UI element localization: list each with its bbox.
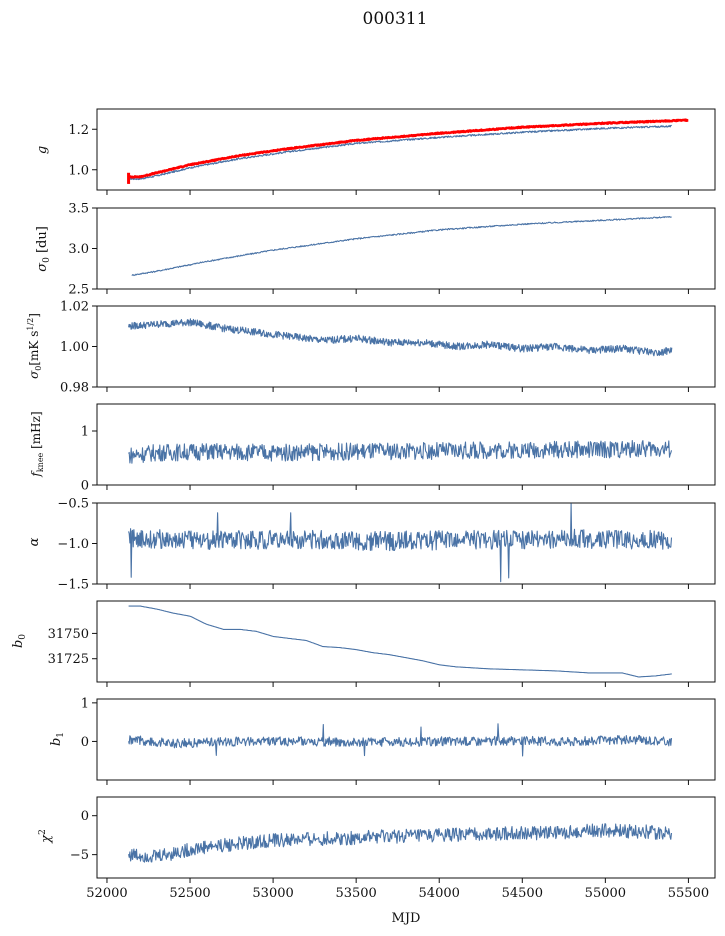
y-axis-labels: g σ0 [du] σ0[mK s1/2] fknee [mHz] α b0 b… xyxy=(11,146,66,844)
panel-2: 2.5 3.0 3.5 xyxy=(68,202,716,298)
series-line-1 xyxy=(128,823,673,863)
y-tick-label: −5 xyxy=(70,848,89,863)
ylabel-g: g xyxy=(35,146,50,154)
y-tick-label: 31725 xyxy=(48,652,89,667)
series-line-1 xyxy=(128,503,673,583)
series-line-2 xyxy=(127,118,690,179)
panel-5: −1.5 −1.0 −0.5 xyxy=(57,497,716,593)
series-line-1 xyxy=(128,124,672,181)
x-axis-label: MJD xyxy=(392,911,421,926)
y-tick-label: 1.0 xyxy=(68,163,89,178)
y-tick-label: 31750 xyxy=(48,627,89,642)
series-line-1 xyxy=(131,216,672,277)
y-tick-label: 1.00 xyxy=(60,340,89,355)
x-tick-label: 54000 xyxy=(419,886,460,901)
series-line-1 xyxy=(128,318,673,357)
y-tick-label: 0 xyxy=(81,735,89,750)
panel-6: 31725 31750 xyxy=(48,600,716,687)
ylabel-alpha: α xyxy=(27,537,42,546)
panel-frame xyxy=(96,207,716,290)
series-line-1 xyxy=(128,723,673,757)
x-tick-label: 55500 xyxy=(668,886,709,901)
y-tick-label: −1.0 xyxy=(57,537,89,552)
x-tick-label: 55000 xyxy=(585,886,626,901)
x-tick-label: 52500 xyxy=(169,886,210,901)
panels: 1.01.22.53.03.50.981.001.0201−1.5−1.0−0.… xyxy=(48,108,716,901)
y-tick-label: 3.5 xyxy=(68,202,89,217)
y-tick-label: 3.0 xyxy=(68,242,89,257)
x-tick-label: 54500 xyxy=(502,886,543,901)
ylabel-chi2: χ2 xyxy=(38,829,54,844)
panel-frame xyxy=(96,796,716,879)
panel-1: 1.0 1.2 xyxy=(68,108,716,195)
ylabel-fknee: fknee [mHz] xyxy=(29,411,45,477)
y-tick-label: 0 xyxy=(81,479,89,494)
ylabel-b1: b1 xyxy=(49,732,66,746)
y-tick-label: 2.5 xyxy=(68,283,89,298)
panel-7: 01 xyxy=(81,696,716,785)
y-tick-label: −0.5 xyxy=(57,497,89,512)
y-tick-label: 0.98 xyxy=(60,381,89,396)
panel-8: 52000 52500 53000 53500 54000 54500 55000 55500… xyxy=(70,796,716,901)
panel-3: 0.98 1.00 1.02 xyxy=(60,300,716,396)
series-line-1 xyxy=(128,605,672,678)
y-tick-label: 1 xyxy=(81,696,89,711)
y-tick-label: 1.02 xyxy=(60,300,89,315)
x-tick-label: 53000 xyxy=(252,886,293,901)
y-tick-label: 1.2 xyxy=(68,123,89,138)
panel-4: 01 xyxy=(81,403,716,494)
y-tick-label: 1 xyxy=(81,425,89,440)
x-tick-label: 53500 xyxy=(335,886,376,901)
y-tick-label: 0 xyxy=(81,809,89,824)
ylabel-b0: b0 xyxy=(11,634,28,648)
y-tick-label: −1.5 xyxy=(57,578,89,593)
panel-frame xyxy=(96,305,716,388)
series-line-1 xyxy=(128,440,673,464)
figure-title: 000311 xyxy=(363,9,428,29)
panel-frame xyxy=(96,698,716,781)
x-tick-label: 52000 xyxy=(86,886,127,901)
panel-frame xyxy=(96,108,716,191)
panel-frame xyxy=(96,403,716,486)
panel-frame xyxy=(96,600,716,683)
ylabel-sigma0-mk: σ0[mK s1/2] xyxy=(26,313,43,379)
ylabel-sigma0-du: σ0 [du] xyxy=(35,226,52,272)
